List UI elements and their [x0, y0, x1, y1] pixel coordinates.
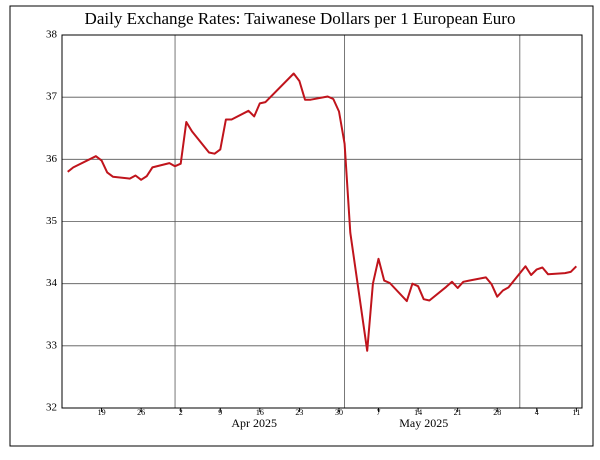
x-tick-label: 21 [454, 408, 462, 417]
plot-frame [61, 34, 583, 409]
x-tick-label: 14 [414, 408, 422, 417]
x-tick-label: 16 [256, 408, 264, 417]
y-tick-label: 33 [46, 339, 58, 351]
x-tick-label: 11 [572, 408, 580, 417]
month-label: Apr 2025 [231, 416, 277, 430]
month-label: May 2025 [399, 416, 448, 430]
y-tick-label: 34 [46, 277, 58, 289]
x-tick-label: 2 [179, 408, 183, 417]
x-tick-label: 4 [535, 408, 539, 417]
y-tick-label: 36 [46, 153, 58, 165]
x-tick-label: 26 [137, 408, 145, 417]
x-tick-label: 19 [98, 408, 106, 417]
chart-title: Daily Exchange Rates: Taiwanese Dollars … [85, 9, 516, 28]
y-tick-label: 35 [46, 215, 58, 227]
y-tick-label: 32 [46, 402, 57, 414]
x-tick-label: 23 [295, 408, 303, 417]
outer-frame [9, 5, 594, 447]
x-tick-label: 30 [335, 408, 343, 417]
y-tick-label: 38 [46, 29, 58, 41]
y-tick-label: 37 [46, 91, 58, 103]
x-tick-label: 9 [218, 408, 222, 417]
x-tick-label: 7 [377, 408, 381, 417]
line-series [67, 72, 578, 352]
x-tick-label: 28 [493, 408, 501, 417]
